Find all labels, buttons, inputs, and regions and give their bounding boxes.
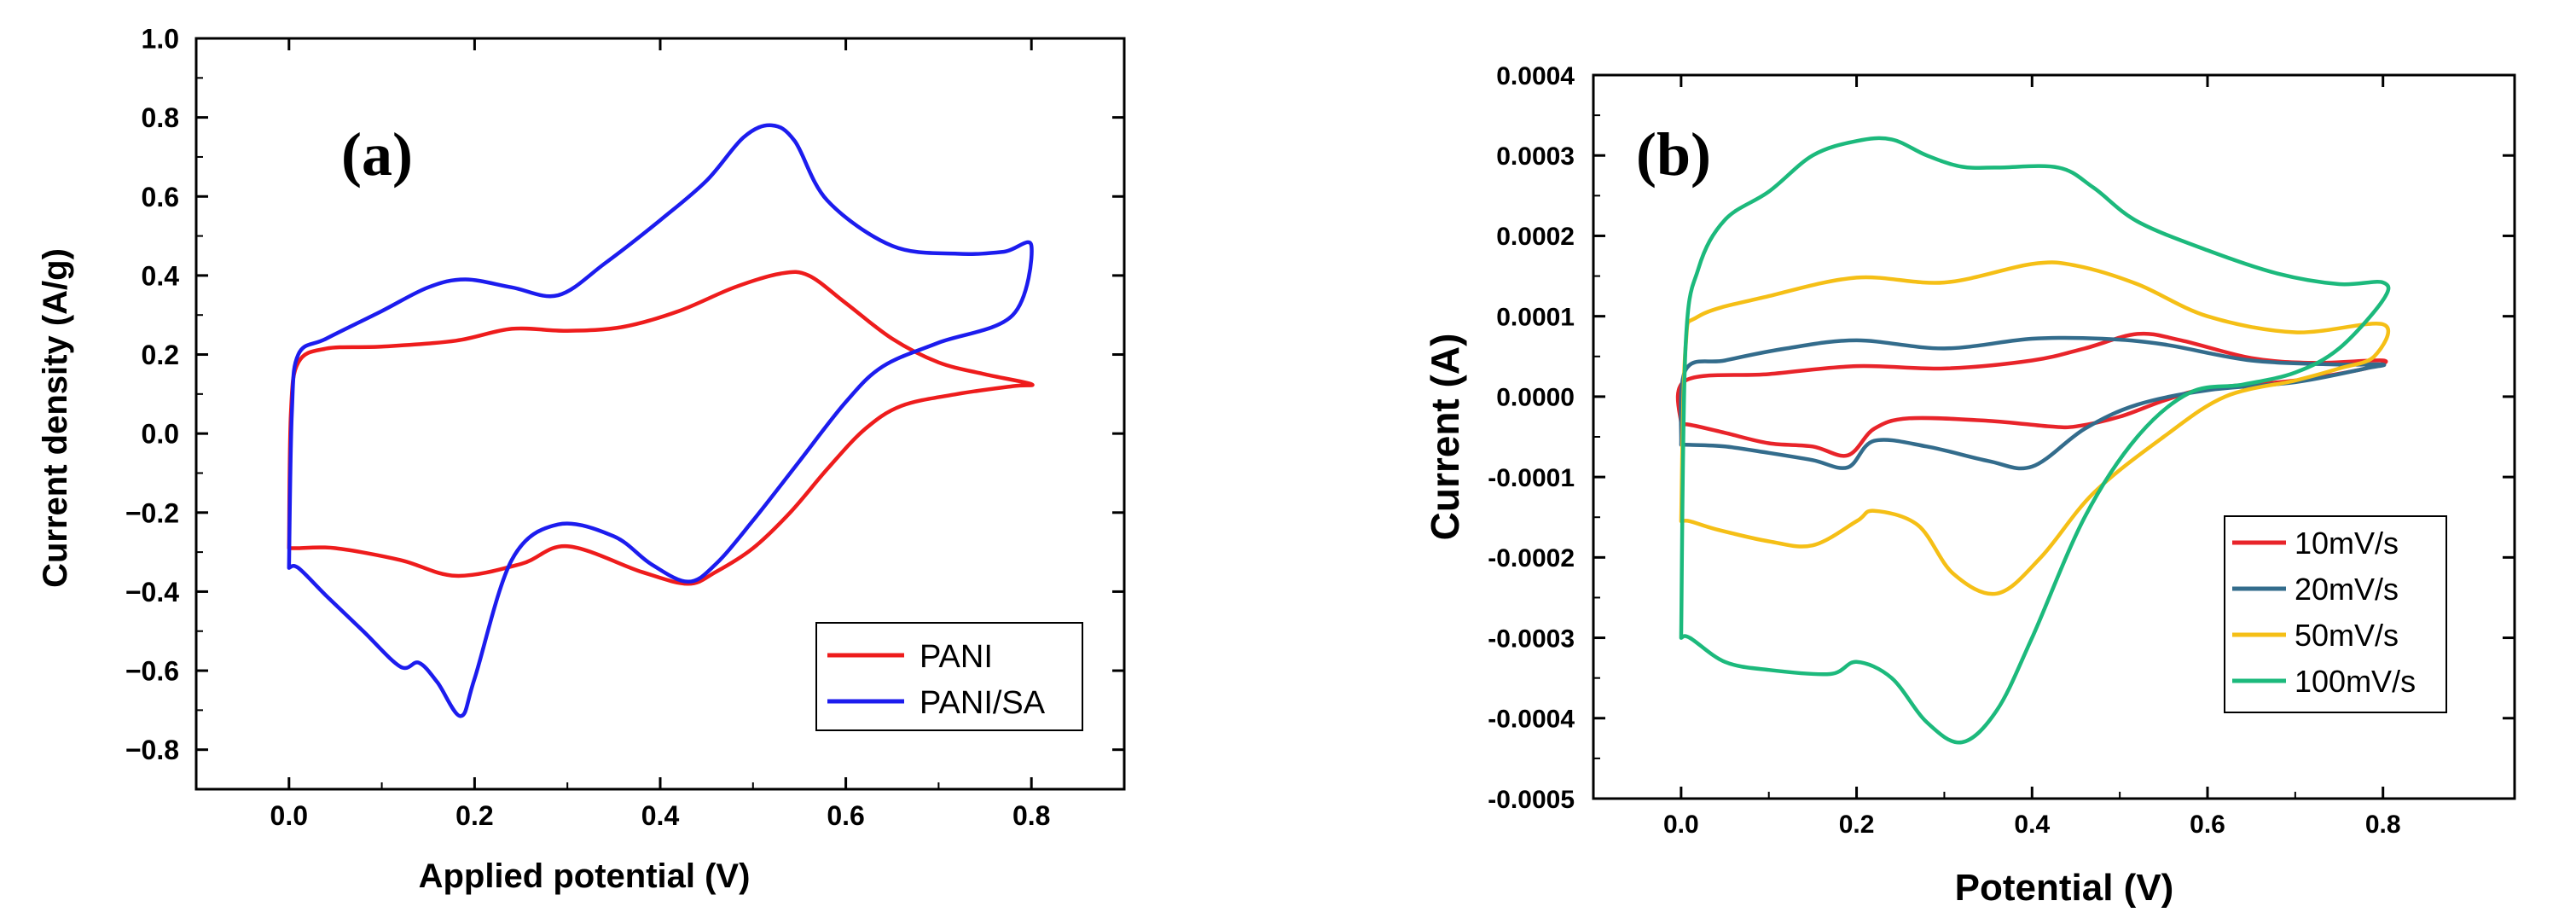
- x-tick-label: 0.0: [1663, 811, 1699, 839]
- chart-a-legend-label-pani: PANI: [920, 639, 993, 675]
- chart-a-legend: PANI PANI/SA: [815, 622, 1083, 731]
- y-tick-label: -0.0001: [1488, 464, 1575, 492]
- chart-b-ylabel: Current (A): [1423, 334, 1467, 541]
- x-tick-label: 0.0: [270, 800, 308, 831]
- x-tick-label: 0.8: [2365, 811, 2401, 839]
- chart-a-panel-label: (a): [341, 120, 413, 189]
- series-line-pani: [287, 270, 1035, 586]
- series-line-20mv-s: [1679, 335, 2387, 471]
- series-line-10mv-s: [1675, 331, 2388, 458]
- chart-a: 0.0 0.2 0.4 0.6 0.8 −0.8 −0.6 −0.4 −0.2 0.0 0.2 0.4…: [37, 24, 1126, 895]
- chart-b-legend-label-100: 100mV/s: [2295, 664, 2416, 699]
- y-tick-label: -0.0003: [1488, 625, 1575, 653]
- chart-b-legend-label-10: 10mV/s: [2295, 526, 2399, 561]
- series-line-100mv-s: [1679, 136, 2391, 745]
- y-tick-label: −0.6: [125, 656, 179, 687]
- x-tick-label: 0.4: [2014, 811, 2050, 839]
- y-tick-label: 0.2: [142, 340, 179, 370]
- y-tick-label: 0.8: [142, 102, 179, 133]
- chart-b: 0.0 0.2 0.4 0.6 0.8 -0.0005 -0.0004 -0.0003 -0.0…: [1423, 62, 2516, 909]
- y-tick-label: −0.8: [125, 735, 179, 765]
- y-tick-label: -0.0005: [1488, 786, 1575, 814]
- y-tick-label: 0.0000: [1496, 384, 1575, 412]
- chart-b-series: [1675, 136, 2391, 745]
- chart-b-axes: 0.0 0.2 0.4 0.6 0.8 -0.0005 -0.0004 -0.0003 -0.0…: [1488, 62, 2515, 839]
- y-tick-label: −0.4: [125, 577, 179, 607]
- x-tick-label: 0.2: [1839, 811, 1875, 839]
- chart-a-ylabel: Current density (A/g): [37, 248, 74, 588]
- chart-b-xlabel: Potential (V): [1955, 867, 2174, 909]
- chart-b-legend: 10mV/s 20mV/s 50mV/s 100mV/s: [2224, 515, 2447, 713]
- y-tick-label: -0.0002: [1488, 544, 1575, 572]
- series-line-pani-sa: [287, 123, 1034, 718]
- chart-a-xlabel: Applied potential (V): [419, 857, 751, 895]
- chart-a-axes: 0.0 0.2 0.4 0.6 0.8 −0.8 −0.6 −0.4 −0.2 0.0 0.2 0.4…: [125, 24, 1124, 831]
- y-tick-label: 0.0004: [1496, 62, 1575, 90]
- series-line-50mv-s: [1679, 260, 2391, 596]
- y-tick-label: 0.0: [142, 419, 179, 450]
- y-tick-label: 0.0002: [1496, 223, 1575, 251]
- chart-b-legend-label-50: 50mV/s: [2295, 618, 2399, 653]
- x-tick-label: 0.8: [1012, 800, 1050, 831]
- y-tick-label: 0.6: [142, 182, 179, 212]
- x-tick-label: 0.4: [641, 800, 680, 831]
- y-tick-label: −0.2: [125, 497, 179, 528]
- y-tick-label: 1.0: [142, 24, 179, 55]
- chart-a-series: [287, 123, 1035, 718]
- x-tick-label: 0.6: [827, 800, 864, 831]
- y-tick-label: 0.0001: [1496, 303, 1575, 331]
- chart-b-panel-label: (b): [1636, 120, 1711, 189]
- chart-b-legend-label-20: 20mV/s: [2295, 572, 2399, 607]
- x-tick-label: 0.6: [2190, 811, 2225, 839]
- y-tick-label: 0.0003: [1496, 142, 1575, 171]
- chart-a-legend-box: [815, 622, 1083, 731]
- y-tick-label: 0.4: [142, 260, 180, 291]
- x-tick-label: 0.2: [455, 800, 493, 831]
- y-tick-label: -0.0004: [1488, 706, 1575, 734]
- chart-a-legend-label-pani-sa: PANI/SA: [920, 685, 1046, 721]
